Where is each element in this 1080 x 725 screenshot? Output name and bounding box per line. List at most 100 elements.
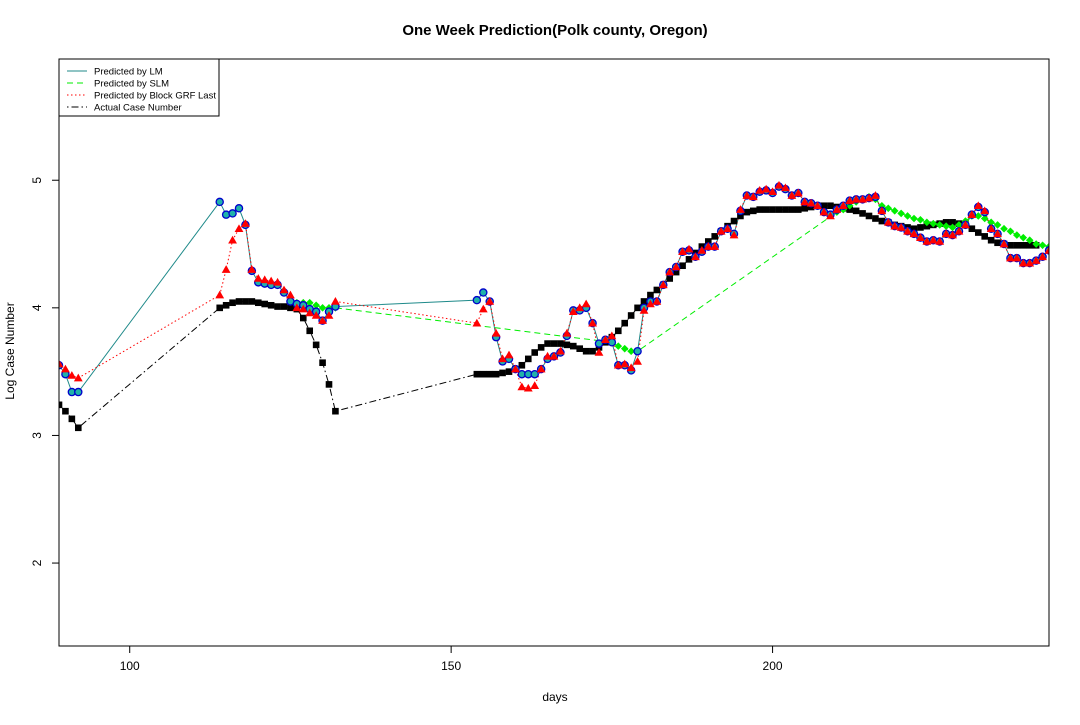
data-point-actual-case-number xyxy=(248,298,256,305)
data-point-predicted-by-block-grf-last xyxy=(890,221,900,230)
data-point-predicted-by-block-grf-last xyxy=(639,305,649,314)
data-point-predicted-by-slm xyxy=(897,209,905,218)
data-point-actual-case-number xyxy=(299,314,307,322)
data-point-predicted-by-block-grf-last xyxy=(800,197,810,206)
y-axis-label: Log Case Number xyxy=(3,302,17,399)
data-point-predicted-by-block-grf-last xyxy=(723,224,732,233)
data-point-predicted-by-block-grf-last xyxy=(703,242,713,250)
data-point-actual-case-number xyxy=(865,212,873,220)
data-point-predicted-by-block-grf-last xyxy=(234,224,244,233)
data-point-actual-case-number xyxy=(1013,242,1021,249)
data-point-actual-case-number xyxy=(473,370,481,378)
data-point-actual-case-number xyxy=(576,345,584,352)
data-point-predicted-by-block-grf-last xyxy=(813,201,822,210)
data-point-predicted-by-slm xyxy=(955,221,963,229)
data-point-predicted-by-block-grf-last xyxy=(819,207,829,216)
data-point-predicted-by-block-grf-last xyxy=(73,373,83,382)
data-point-predicted-by-block-grf-last xyxy=(678,247,687,255)
data-point-actual-case-number xyxy=(685,256,693,263)
data-point-predicted-by-slm xyxy=(929,219,938,228)
data-point-predicted-by-slm xyxy=(1025,236,1034,245)
data-point-predicted-by-block-grf-last xyxy=(241,219,250,227)
data-point-predicted-by-block-grf-last xyxy=(793,188,803,197)
data-point-actual-case-number xyxy=(775,206,783,213)
data-point-actual-case-number xyxy=(1019,242,1027,249)
data-point-predicted-by-block-grf-last xyxy=(562,328,572,337)
data-point-actual-case-number xyxy=(582,347,590,355)
data-point-predicted-by-block-grf-last xyxy=(845,196,855,204)
data-point-actual-case-number xyxy=(749,207,757,215)
data-point-actual-case-number xyxy=(756,206,764,213)
data-point-actual-case-number xyxy=(640,298,648,305)
legend-label-predicted-by-slm: Predicted by SLM xyxy=(94,79,169,90)
data-point-actual-case-number xyxy=(666,275,674,282)
data-point-predicted-by-block-grf-last xyxy=(665,267,675,276)
data-point-predicted-by-block-grf-last xyxy=(729,230,739,239)
data-point-predicted-by-lm xyxy=(633,346,642,356)
data-point-actual-case-number xyxy=(627,312,635,319)
data-point-actual-case-number xyxy=(653,286,661,294)
data-point-predicted-by-block-grf-last xyxy=(292,303,302,312)
data-point-actual-case-number xyxy=(229,299,236,307)
data-point-predicted-by-block-grf-last xyxy=(877,206,887,215)
data-point-predicted-by-slm xyxy=(974,212,983,220)
data-point-actual-case-number xyxy=(550,340,558,347)
data-point-predicted-by-block-grf-last xyxy=(1044,246,1049,254)
data-point-predicted-by-block-grf-last xyxy=(485,297,495,305)
data-point-predicted-by-block-grf-last xyxy=(851,194,861,203)
data-point-actual-case-number xyxy=(782,206,789,213)
data-point-actual-case-number xyxy=(216,304,224,312)
data-point-predicted-by-block-grf-last xyxy=(215,290,225,299)
data-point-predicted-by-slm xyxy=(1032,240,1040,248)
data-point-predicted-by-block-grf-last xyxy=(1038,252,1047,261)
x-tick-label: 150 xyxy=(441,659,461,673)
data-point-actual-case-number xyxy=(479,370,487,378)
data-point-predicted-by-slm xyxy=(935,221,944,229)
data-point-actual-case-number xyxy=(872,215,879,222)
data-point-predicted-by-block-grf-last xyxy=(903,226,912,235)
data-point-actual-case-number xyxy=(730,217,738,225)
data-point-predicted-by-block-grf-last xyxy=(716,226,726,235)
data-point-actual-case-number xyxy=(492,370,500,378)
data-point-predicted-by-block-grf-last xyxy=(684,244,694,253)
data-point-predicted-by-block-grf-last xyxy=(633,357,642,365)
data-point-actual-case-number xyxy=(647,291,654,299)
data-point-predicted-by-block-grf-last xyxy=(1018,258,1028,267)
data-point-actual-case-number xyxy=(910,225,918,233)
data-point-predicted-by-block-grf-last xyxy=(266,276,276,285)
data-point-actual-case-number xyxy=(679,262,686,270)
data-point-predicted-by-block-grf-last xyxy=(517,382,527,391)
data-point-predicted-by-block-grf-last xyxy=(691,252,700,261)
data-point-predicted-by-slm xyxy=(884,204,893,213)
chart-title: One Week Prediction(Polk county, Oregon) xyxy=(402,22,707,39)
data-point-predicted-by-block-grf-last xyxy=(472,318,482,327)
data-point-actual-case-number xyxy=(557,340,564,347)
data-point-predicted-by-block-grf-last xyxy=(967,210,977,218)
data-point-actual-case-number xyxy=(704,238,712,245)
data-point-predicted-by-block-grf-last xyxy=(504,350,514,359)
series-points-predicted-by-block-grf-last xyxy=(59,180,1049,392)
data-point-predicted-by-block-grf-last xyxy=(498,354,507,363)
data-point-actual-case-number xyxy=(235,298,243,305)
data-point-predicted-by-block-grf-last xyxy=(491,328,501,337)
data-point-predicted-by-block-grf-last xyxy=(871,191,880,199)
data-point-predicted-by-block-grf-last xyxy=(774,180,784,189)
data-point-predicted-by-slm xyxy=(903,212,912,220)
data-point-actual-case-number xyxy=(852,207,860,215)
data-point-actual-case-number xyxy=(59,401,63,409)
data-point-predicted-by-block-grf-last xyxy=(748,192,758,201)
data-point-predicted-by-block-grf-last xyxy=(652,297,662,305)
y-tick-label: 4 xyxy=(30,304,44,311)
y-tick-label: 2 xyxy=(30,559,44,566)
data-point-predicted-by-slm xyxy=(993,221,1002,229)
data-point-actual-case-number xyxy=(254,299,262,307)
data-point-predicted-by-slm xyxy=(890,207,899,215)
data-point-predicted-by-block-grf-last xyxy=(61,364,70,373)
data-point-predicted-by-block-grf-last xyxy=(626,363,636,372)
legend-label-predicted-by-lm: Predicted by LM xyxy=(94,67,163,78)
data-point-predicted-by-block-grf-last xyxy=(883,217,893,226)
data-point-actual-case-number xyxy=(987,236,995,244)
data-point-predicted-by-slm xyxy=(312,301,320,310)
data-point-actual-case-number xyxy=(794,206,802,213)
